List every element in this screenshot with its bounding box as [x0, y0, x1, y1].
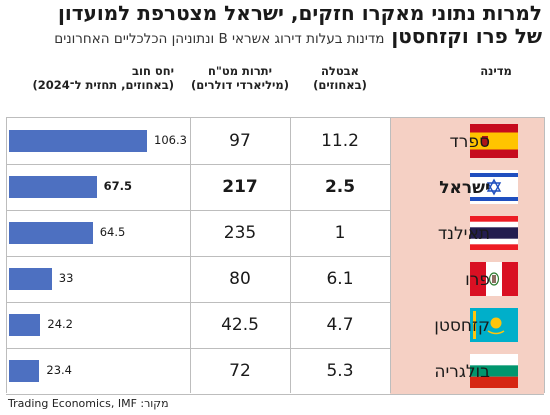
debt-value-label: 23.4: [46, 363, 72, 377]
header-reserves: יתרות מט"ח (מיליארדי דולרים): [190, 64, 290, 92]
title-line-2: של פרו וקזחסטן מדינות בעלות דירוג אשראי …: [6, 25, 542, 51]
country-cell: [390, 348, 544, 394]
debt-bar: [9, 130, 147, 152]
country-cell: [390, 118, 544, 164]
country-cell: [390, 164, 544, 210]
reserves-value: 217: [222, 177, 258, 197]
column-divider: [190, 117, 191, 393]
debt-bar: [9, 314, 41, 336]
table-row: בולגריה 5.3 72 23.4: [0, 348, 550, 394]
header-country: מדינה: [480, 64, 512, 78]
chart-title: למרות נתוני מאקרו חזקים, ישראל מצטרפת למ…: [6, 2, 542, 51]
thailand-flag: [470, 216, 518, 250]
kazakhstan-flag: [470, 308, 518, 342]
spain-flag: [470, 124, 518, 158]
country-cell: [390, 210, 544, 256]
country-name: קזחסטן: [434, 316, 490, 336]
header-unemployment-line-1: אבטלה: [320, 64, 360, 78]
unemployment-value: 4.7: [326, 315, 354, 335]
reserves-value: 72: [229, 361, 251, 381]
unemployment-value: 1: [334, 223, 346, 243]
table-row: פרו 6.1 80 33: [0, 256, 550, 302]
bulgaria-flag: [470, 354, 518, 388]
unemployment-value: 11.2: [321, 131, 359, 151]
debt-bar: [9, 268, 52, 290]
source-note: מקור: Trading Economics, IMF: [8, 397, 169, 410]
debt-bar: [9, 176, 97, 198]
row-divider: [6, 348, 544, 349]
table-row: תאילנד 1 235 64.5: [0, 210, 550, 256]
reserves-value: 42.5: [221, 315, 259, 335]
row-divider: [6, 117, 544, 118]
debt-value-label: 106.3: [154, 133, 187, 147]
country-name: בולגריה: [434, 362, 490, 382]
reserves-value: 97: [229, 131, 251, 151]
country-cell: [390, 302, 544, 348]
country-name: ישראל: [439, 178, 490, 198]
country-name: פרו: [465, 270, 490, 290]
peru-flag: [470, 262, 518, 296]
title-line-2-bold: של פרו וקזחסטן: [391, 24, 542, 48]
header-unemployment-line-2: (באחוזים): [313, 78, 367, 92]
debt-value-label: 64.5: [99, 225, 126, 239]
header-debt-line-1: יחס חוב: [132, 64, 174, 78]
debt-value-label: 33: [58, 271, 74, 285]
header-debt-line-2: (באחוזים, תחזית ל־2024): [32, 78, 174, 92]
row-divider: [6, 164, 544, 165]
row-divider: [6, 210, 544, 211]
row-divider: [6, 256, 544, 257]
column-divider: [390, 117, 391, 393]
unemployment-value: 5.3: [326, 361, 354, 381]
header-reserves-line-2: (מיליארדי דולרים): [191, 78, 289, 92]
unemployment-value: 6.1: [326, 269, 354, 289]
table-row: ספרד 11.2 97 106.3: [0, 118, 550, 164]
table-row: ישראל 2.5 217 67.5: [0, 164, 550, 210]
debt-value-label: 67.5: [103, 179, 132, 193]
header-unemployment: אבטלה (באחוזים): [290, 64, 390, 92]
column-divider: [544, 117, 545, 393]
debt-bar: [9, 222, 93, 244]
israel-flag: [470, 170, 518, 204]
country-name: תאילנד: [437, 224, 490, 244]
reserves-value: 235: [223, 223, 257, 243]
table-row: קזחסטן 4.7 42.5 24.2: [0, 302, 550, 348]
country-name: ספרד: [449, 132, 490, 152]
title-line-1: למרות נתוני מאקרו חזקים, ישראל מצטרפת למ…: [58, 1, 542, 25]
debt-value-label: 24.2: [47, 317, 73, 331]
country-cell: [390, 256, 544, 302]
header-debt: יחס חוב (באחוזים, תחזית ל־2024): [8, 64, 188, 92]
unemployment-value: 2.5: [324, 177, 356, 197]
reserves-value: 80: [229, 269, 251, 289]
debt-bar: [9, 360, 40, 382]
column-divider: [6, 117, 7, 393]
subtitle: מדינות בעלות דירוג אשראי B ונתוניהן הכלכ…: [54, 31, 385, 47]
header-reserves-line-1: יתרות מט"ח: [208, 64, 272, 78]
row-divider: [6, 394, 544, 395]
row-divider: [6, 302, 544, 303]
column-divider: [290, 117, 291, 393]
